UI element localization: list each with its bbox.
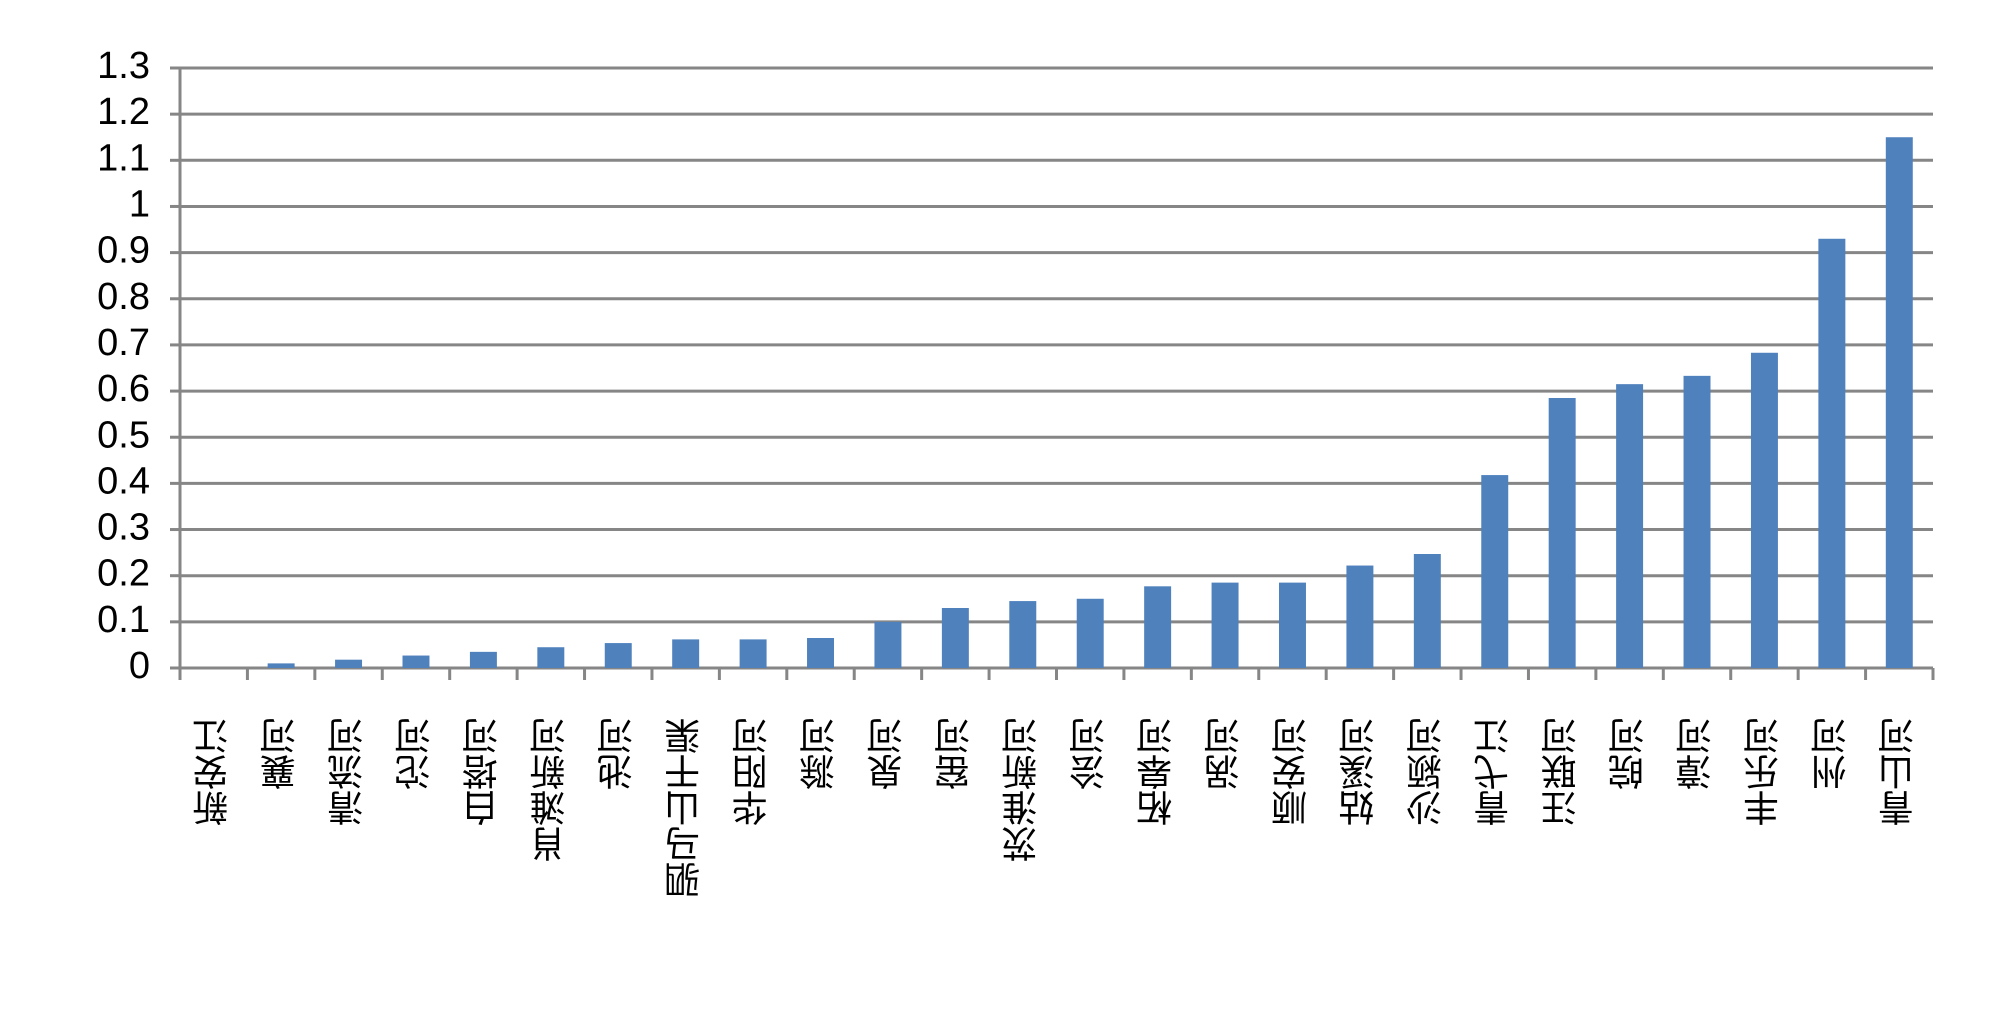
x-tick-label: 沙颍河: [1407, 718, 1448, 826]
bar: [402, 655, 430, 668]
x-tick-label: 肖滩新河: [530, 718, 571, 862]
bar: [1885, 137, 1913, 668]
x-tick-label: 州河: [1811, 718, 1852, 790]
x-tick-label: 华阳河: [733, 718, 774, 826]
bar: [1144, 586, 1172, 668]
y-tick-label: 0.3: [97, 507, 150, 549]
y-tick-label: 0: [129, 645, 150, 687]
bar: [739, 639, 767, 668]
y-tick-label: 0.6: [97, 368, 150, 410]
bar: [1413, 554, 1441, 668]
x-tick-label: 涡河: [1205, 718, 1246, 790]
bar: [1818, 238, 1846, 668]
x-tick-label: 襄河: [261, 718, 302, 790]
x-tick-label: 浍河: [1070, 718, 1111, 790]
bar: [537, 647, 565, 668]
bar: [1009, 601, 1037, 668]
y-tick-label: 0.7: [97, 322, 150, 364]
bar: [469, 651, 497, 668]
x-tick-label: 新安江: [193, 718, 234, 826]
bar: [672, 639, 700, 668]
bar: [941, 608, 969, 668]
x-tick-label: 顺安河: [1272, 718, 1313, 826]
x-tick-label: 汪联河: [1542, 718, 1583, 826]
x-tick-label: 清流河: [328, 718, 369, 826]
bar: [1278, 582, 1306, 668]
y-tick-label: 0.5: [97, 414, 150, 456]
x-tick-label: 茨淮新河: [1002, 718, 1043, 862]
bar: [1481, 475, 1509, 668]
bar: [1076, 598, 1104, 668]
bar: [1211, 582, 1239, 668]
bar: [267, 663, 295, 668]
x-tick-label: 青弋江: [1474, 718, 1515, 826]
bar: [335, 659, 363, 668]
x-tick-label: 池河: [598, 718, 639, 790]
x-tick-label: 白塔河: [463, 718, 504, 826]
y-tick-label: 0.8: [97, 276, 150, 318]
y-tick-label: 1.1: [97, 137, 150, 179]
bar: [874, 621, 902, 668]
x-tick-label: 驷马山干渠: [665, 718, 706, 898]
x-tick-label: 沱河: [395, 718, 436, 790]
bar: [1616, 384, 1644, 668]
bar: [1750, 352, 1778, 668]
y-tick-label: 0.4: [97, 460, 150, 502]
bar: [1346, 565, 1374, 668]
y-tick-label: 0.9: [97, 230, 150, 272]
x-tick-label: 漳河: [1677, 718, 1718, 790]
x-tick-label: 柘皋河: [1136, 718, 1178, 826]
x-tick-label: 泉河: [867, 718, 908, 790]
x-tick-label: 姑溪河: [1339, 718, 1380, 826]
x-tick-label: 滁河: [800, 718, 841, 790]
x-tick-label: 青山河: [1879, 718, 1920, 826]
y-tick-label: 1: [129, 183, 150, 225]
y-tick-label: 0.2: [97, 553, 150, 595]
bar: [1683, 375, 1711, 668]
x-tick-label: 窑河: [935, 718, 976, 790]
x-tick-label: 皖河: [1609, 718, 1650, 790]
bar: [807, 638, 835, 668]
y-tick-label: 1.2: [97, 91, 150, 133]
bar: [1548, 398, 1576, 668]
x-tick-label: 丰乐河: [1744, 718, 1785, 826]
y-tick-label: 0.1: [97, 599, 150, 641]
y-tick-label: 1.3: [97, 45, 150, 87]
bar: [604, 643, 632, 668]
